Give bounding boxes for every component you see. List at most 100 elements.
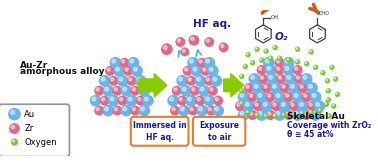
Circle shape (101, 77, 105, 81)
Circle shape (283, 64, 294, 76)
Circle shape (269, 57, 271, 58)
Text: Au: Au (24, 110, 36, 119)
Circle shape (329, 65, 335, 70)
Circle shape (263, 103, 267, 106)
Circle shape (259, 57, 264, 63)
Circle shape (251, 75, 254, 79)
Circle shape (121, 85, 132, 97)
Circle shape (245, 52, 251, 57)
Circle shape (325, 78, 330, 83)
Circle shape (199, 60, 202, 63)
Circle shape (295, 46, 300, 52)
Circle shape (267, 66, 271, 70)
Circle shape (249, 94, 253, 97)
Circle shape (295, 59, 300, 65)
Circle shape (180, 107, 184, 111)
Circle shape (123, 66, 133, 76)
Circle shape (172, 108, 175, 111)
Text: Oxygen: Oxygen (24, 138, 57, 147)
Circle shape (235, 101, 245, 111)
Circle shape (123, 87, 127, 91)
Circle shape (237, 103, 240, 106)
Circle shape (270, 82, 282, 94)
Circle shape (130, 59, 134, 63)
Circle shape (246, 111, 248, 112)
Circle shape (182, 87, 186, 91)
Circle shape (132, 88, 135, 91)
Circle shape (309, 103, 312, 106)
Circle shape (284, 92, 294, 102)
Circle shape (268, 56, 273, 61)
Circle shape (277, 67, 280, 70)
Circle shape (277, 56, 282, 61)
Circle shape (328, 114, 329, 116)
Circle shape (327, 113, 332, 119)
Circle shape (290, 85, 294, 88)
Circle shape (316, 103, 319, 106)
Circle shape (176, 75, 188, 87)
Circle shape (117, 75, 129, 87)
Circle shape (294, 93, 298, 97)
Circle shape (200, 87, 204, 91)
Circle shape (265, 64, 276, 76)
Circle shape (264, 85, 267, 88)
Circle shape (280, 83, 290, 93)
Circle shape (172, 86, 182, 96)
Circle shape (273, 45, 278, 50)
Circle shape (184, 68, 188, 71)
Circle shape (279, 100, 291, 112)
Circle shape (191, 65, 203, 77)
Circle shape (127, 76, 136, 86)
Circle shape (263, 113, 269, 119)
Circle shape (313, 100, 325, 112)
Circle shape (258, 93, 262, 97)
Circle shape (92, 97, 96, 101)
Circle shape (330, 66, 332, 67)
Circle shape (248, 73, 260, 85)
Circle shape (131, 65, 143, 77)
Circle shape (130, 106, 140, 116)
Circle shape (141, 87, 144, 91)
Circle shape (260, 58, 262, 60)
Circle shape (299, 103, 303, 106)
Circle shape (208, 108, 211, 111)
Circle shape (111, 78, 114, 81)
Circle shape (292, 109, 304, 121)
Circle shape (167, 95, 179, 106)
Circle shape (310, 91, 322, 103)
Circle shape (283, 57, 294, 69)
Circle shape (256, 113, 257, 115)
Circle shape (246, 85, 249, 88)
Circle shape (333, 76, 338, 82)
Circle shape (257, 65, 266, 75)
Circle shape (240, 89, 242, 91)
Circle shape (178, 105, 190, 116)
Circle shape (294, 74, 304, 84)
FancyBboxPatch shape (193, 117, 245, 146)
Circle shape (285, 66, 289, 70)
Circle shape (188, 106, 198, 116)
Circle shape (179, 98, 182, 101)
Circle shape (286, 57, 291, 63)
Circle shape (180, 47, 189, 56)
Circle shape (334, 77, 336, 79)
Circle shape (240, 102, 242, 104)
Circle shape (110, 57, 121, 69)
Circle shape (141, 107, 144, 111)
Circle shape (238, 91, 249, 103)
Circle shape (196, 105, 208, 116)
Circle shape (190, 86, 200, 96)
Polygon shape (224, 74, 243, 97)
Circle shape (308, 49, 314, 55)
Circle shape (105, 66, 115, 76)
Circle shape (248, 110, 257, 120)
Circle shape (177, 96, 187, 106)
Text: Immersed in
HF aq.: Immersed in HF aq. (133, 121, 186, 142)
Circle shape (256, 109, 267, 121)
Circle shape (90, 95, 101, 106)
Circle shape (314, 66, 316, 67)
Circle shape (203, 68, 206, 71)
Circle shape (240, 112, 244, 115)
Circle shape (138, 105, 150, 116)
Circle shape (11, 139, 18, 146)
